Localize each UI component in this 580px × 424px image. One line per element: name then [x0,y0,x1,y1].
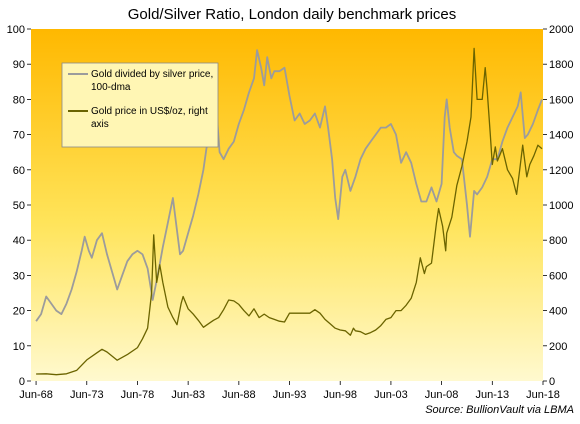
left-tick-label: 10 [13,341,25,353]
chart-title: Gold/Silver Ratio, London daily benchmar… [128,6,457,23]
right-tick-label: 1600 [549,94,573,106]
right-tick-label: 2000 [549,24,573,36]
left-tick-label: 70 [13,130,25,142]
x-tick-label: Jun-08 [425,389,459,401]
x-tick-label: Jun-88 [222,389,256,401]
left-tick-label: 30 [13,270,25,282]
left-tick-label: 80 [13,94,25,106]
left-axis-ticks: 0 10 20 30 40 50 60 70 80 90 100 [7,24,31,388]
right-tick-label: 1800 [549,59,573,71]
legend-label-gold: Gold price in US$/oz, right axis [91,106,211,130]
left-tick-label: 40 [13,235,25,247]
x-tick-label: Jun-18 [526,389,560,401]
left-tick-label: 20 [13,306,25,318]
left-tick-label: 90 [13,59,25,71]
right-tick-label: 1200 [549,165,573,177]
x-tick-label: Jun-68 [19,389,53,401]
legend-box [61,62,219,148]
x-tick-label: Jun-78 [121,389,155,401]
x-tick-label: Jun-98 [323,389,357,401]
legend-label-ratio: Gold divided by silver price, 100-dma [91,69,216,93]
right-axis-ticks: 0 200 400 600 800 1000 1200 1400 1600 1800 2000 [543,24,573,388]
x-tick-label: Jun-13 [475,389,509,401]
right-tick-label: 600 [549,270,567,282]
x-tick-label: Jun-03 [374,389,408,401]
left-tick-label: 60 [13,165,25,177]
left-tick-label: 50 [13,200,25,212]
right-tick-label: 800 [549,235,567,247]
x-tick-label: Jun-73 [70,389,104,401]
right-tick-label: 200 [549,341,567,353]
series-layer [35,47,543,376]
right-tick-label: 1000 [549,200,573,212]
left-tick-label: 0 [19,376,25,388]
right-tick-label: 400 [549,306,567,318]
right-tick-label: 0 [549,376,555,388]
series-line-gold-silver-ratio [35,49,543,322]
right-tick-label: 1400 [549,130,573,142]
source-note: Source: BullionVault via LBMA [425,404,574,416]
x-tick-label: Jun-93 [273,389,307,401]
series-line-gold-price [36,47,543,376]
legend: Gold divided by silver price, 100-dma Go… [61,62,219,148]
x-tick-label: Jun-83 [171,389,205,401]
x-axis-ticks: Jun-68 Jun-73 Jun-78 Jun-83 Jun-88 Jun-93 Jun-… [19,381,560,401]
left-tick-label: 100 [7,24,25,36]
